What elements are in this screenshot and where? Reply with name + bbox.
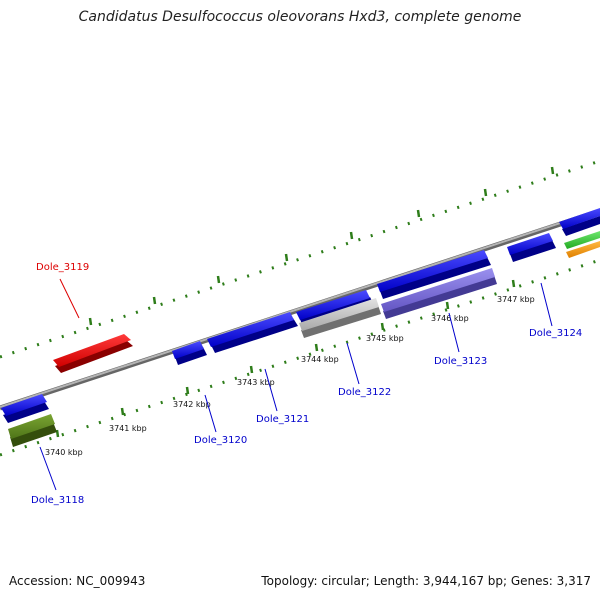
gene-dole-3123[interactable] (381, 268, 497, 319)
gene-dole-3120[interactable] (207, 312, 298, 353)
genome-backbone-highlight (0, 209, 600, 408)
gene-dole-3119[interactable] (53, 334, 133, 373)
gene-label-dole-3119[interactable]: Dole_3119 (36, 262, 89, 273)
gene-dole-3118[interactable] (1, 394, 49, 423)
topology-label: Topology: circular; Length: 3,944,167 bp… (261, 574, 591, 588)
outer-scale-track (0, 159, 600, 359)
gene-labels: Dole_3118 Dole_3119 Dole_3120 Dole_3121 … (31, 262, 582, 506)
gene-label-dole-3124[interactable]: Dole_3124 (529, 328, 582, 339)
gene-leader-lines (39, 278, 553, 491)
gene-dole-3122-partner[interactable] (377, 250, 491, 299)
inner-major-ticks (55, 279, 516, 438)
gene-label-dole-3123[interactable]: Dole_3123 (434, 356, 487, 367)
outer-major-ticks (88, 166, 555, 326)
scale-label-3746: 3746 kbp (431, 314, 469, 323)
gene-dole-3124[interactable] (507, 233, 556, 262)
gene-dole-3125-partial[interactable] (559, 208, 600, 236)
accession-label: Accession: NC_009943 (9, 574, 146, 588)
scale-label-3745: 3745 kbp (366, 334, 404, 343)
scale-labels: 3740 kbp 3741 kbp 3742 kbp 3743 kbp 3744… (45, 295, 535, 457)
scale-label-3744: 3744 kbp (301, 355, 339, 364)
gene-dole-3118-homolog[interactable] (8, 414, 57, 447)
gene-orange-partial[interactable] (566, 241, 600, 258)
scale-label-3747: 3747 kbp (497, 295, 535, 304)
gene-dole-3122[interactable] (299, 298, 381, 338)
gene-label-dole-3121[interactable]: Dole_3121 (256, 414, 309, 425)
gene-label-dole-3122[interactable]: Dole_3122 (338, 387, 391, 398)
gene-dole-3120a[interactable] (172, 341, 207, 365)
scale-label-3743: 3743 kbp (237, 378, 275, 387)
gene-label-dole-3118[interactable]: Dole_3118 (31, 495, 84, 506)
gene-green-partial[interactable] (564, 231, 600, 249)
scale-label-3740: 3740 kbp (45, 448, 83, 457)
scale-label-3741: 3741 kbp (109, 424, 147, 433)
inner-scale-track (0, 258, 600, 457)
gene-label-dole-3120[interactable]: Dole_3120 (194, 435, 247, 446)
scale-label-3742: 3742 kbp (173, 400, 211, 409)
map-title: Candidatus Desulfococcus oleovorans Hxd3… (78, 9, 522, 25)
